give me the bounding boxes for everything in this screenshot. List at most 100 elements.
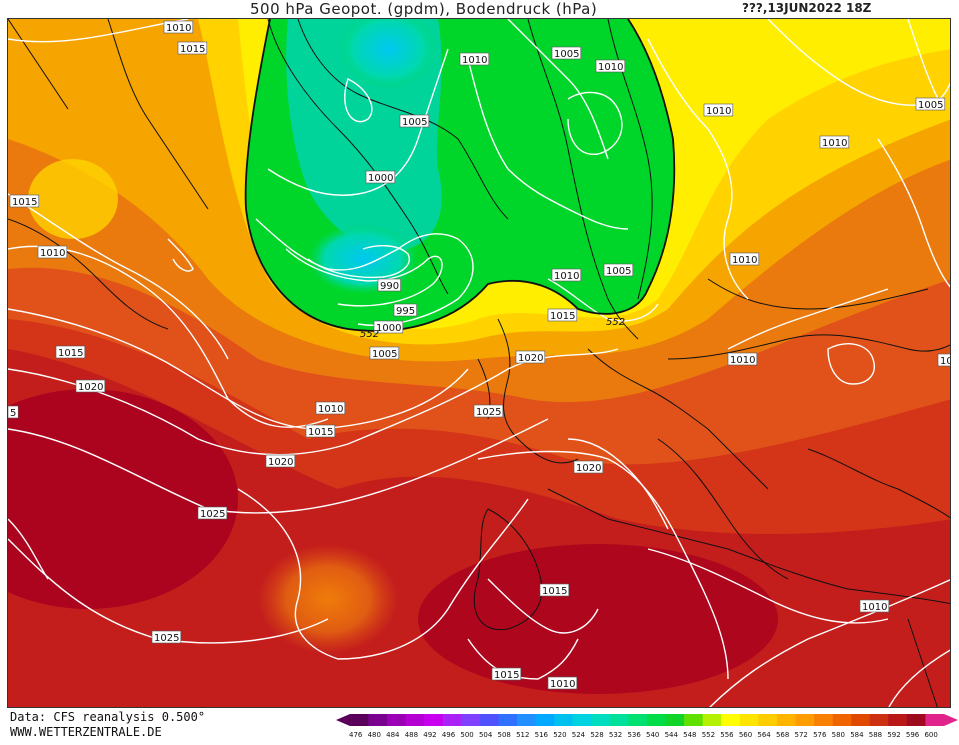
isobar-label: 1015 bbox=[491, 667, 522, 681]
scale-swatch bbox=[517, 714, 536, 726]
svg-text:1010: 1010 bbox=[462, 55, 487, 66]
isobar-label: 1010 bbox=[551, 268, 582, 282]
scale-swatch bbox=[832, 714, 852, 726]
isobar-label: 1015 bbox=[305, 424, 336, 438]
field-deep-red-africa bbox=[418, 544, 778, 694]
scale-arrow-right bbox=[944, 714, 958, 726]
scale-tick-label: 504 bbox=[479, 731, 493, 739]
scale-swatch bbox=[498, 714, 518, 726]
scale-tick-label: 536 bbox=[627, 731, 641, 739]
scale-tick-label: 532 bbox=[609, 731, 622, 739]
field-cyan-north bbox=[338, 19, 438, 89]
svg-text:1000: 1000 bbox=[368, 173, 393, 184]
svg-text:1005: 1005 bbox=[918, 100, 943, 111]
website-credit[interactable]: WWW.WETTERZENTRALE.DE bbox=[10, 725, 162, 739]
svg-text:1010: 1010 bbox=[554, 271, 579, 282]
scale-tick-label: 564 bbox=[757, 731, 771, 739]
isobar-label: 1000 bbox=[365, 170, 396, 184]
svg-text:1010: 1010 bbox=[732, 255, 757, 266]
scale-tick-label: 496 bbox=[442, 731, 456, 739]
scale-swatch bbox=[739, 714, 759, 726]
scale-swatch bbox=[535, 714, 555, 726]
svg-text:995: 995 bbox=[396, 306, 415, 317]
svg-text:1010: 1010 bbox=[706, 106, 731, 117]
scale-tick-label: 544 bbox=[665, 731, 679, 739]
isobar-label: 1005 bbox=[603, 263, 634, 277]
svg-text:1025: 1025 bbox=[154, 633, 179, 644]
scale-tick-label: 516 bbox=[535, 731, 549, 739]
scale-swatch bbox=[906, 714, 926, 726]
scale-tick-label: 560 bbox=[739, 731, 752, 739]
svg-text:5: 5 bbox=[10, 408, 16, 419]
isobar-label: 1005 bbox=[369, 346, 400, 360]
svg-text:1010: 1010 bbox=[318, 404, 343, 415]
contour-label: 552 bbox=[606, 317, 625, 328]
scale-tick-label: 524 bbox=[572, 731, 586, 739]
isobar-label: 1020 bbox=[515, 350, 546, 364]
scale-tick-label: 528 bbox=[590, 731, 603, 739]
scale-swatch bbox=[684, 714, 703, 726]
scale-tick-label: 484 bbox=[386, 731, 400, 739]
scale-tick-label: 540 bbox=[646, 731, 659, 739]
scale-tick-label: 508 bbox=[498, 731, 511, 739]
scale-tick-label: 548 bbox=[683, 731, 696, 739]
svg-text:1010: 1010 bbox=[730, 355, 755, 366]
isobar-label: 1025 bbox=[151, 630, 182, 644]
isobar-label: 1010 bbox=[727, 352, 758, 366]
color-scale-legend: 476 480 484 488 492 496 500 504 508 512 516 520 524 5… bbox=[336, 712, 958, 741]
svg-text:1010: 1010 bbox=[166, 23, 191, 34]
field-azores-high bbox=[258, 544, 398, 654]
field-cyan-low bbox=[308, 224, 418, 294]
scale-swatch bbox=[814, 714, 833, 726]
scale-swatch bbox=[888, 714, 908, 726]
isobar-label: 995 bbox=[393, 303, 417, 317]
svg-text:1015: 1015 bbox=[308, 427, 333, 438]
svg-text:1005: 1005 bbox=[606, 266, 631, 277]
scale-swatch bbox=[368, 714, 388, 726]
isobar-label: 1010 bbox=[37, 245, 68, 259]
field-warm-west bbox=[28, 159, 118, 239]
svg-text:1010: 1010 bbox=[40, 248, 65, 259]
isobar-label: 1005 bbox=[915, 97, 946, 111]
scale-tick-label: 488 bbox=[405, 731, 418, 739]
scale-swatch bbox=[665, 714, 685, 726]
scale-swatch bbox=[702, 714, 722, 726]
scale-tick-label: 500 bbox=[460, 731, 473, 739]
weather-map: 1010 1015 1015 1010 1015 1020 1010 1005 1010 1005… bbox=[7, 18, 951, 708]
isobar-label: 1015 bbox=[177, 41, 208, 55]
scale-swatch bbox=[442, 714, 462, 726]
scale-tick-label: 476 bbox=[349, 731, 363, 739]
scale-tick-label: 596 bbox=[906, 731, 920, 739]
svg-text:1025: 1025 bbox=[200, 509, 225, 520]
isobar-label: 1020 bbox=[75, 379, 106, 393]
isobar-label: 1015 bbox=[55, 345, 86, 359]
svg-text:1015: 1015 bbox=[494, 670, 519, 681]
svg-text:990: 990 bbox=[380, 281, 399, 292]
scale-tick-label: 552 bbox=[702, 731, 715, 739]
scale-tick-label: 576 bbox=[813, 731, 827, 739]
isobar-label: 1005 bbox=[551, 46, 582, 60]
isobar-label: 1015 bbox=[9, 194, 40, 208]
scale-swatch bbox=[776, 714, 796, 726]
scale-tick-label: 572 bbox=[795, 731, 808, 739]
isobar-label: 1020 bbox=[265, 454, 296, 468]
isobar-label: 1010 bbox=[547, 676, 578, 690]
scale-swatch bbox=[758, 714, 778, 726]
svg-text:1020: 1020 bbox=[78, 382, 103, 393]
scale-swatch bbox=[851, 714, 871, 726]
scale-swatch bbox=[795, 714, 815, 726]
scale-swatch bbox=[869, 714, 889, 726]
isobar-label: 1010 bbox=[315, 401, 346, 415]
isobar-label: 10 bbox=[937, 353, 950, 367]
contour-labels: 552 552 bbox=[360, 317, 625, 340]
scale-swatch bbox=[387, 714, 406, 726]
contour-552 bbox=[244, 19, 676, 332]
isobar-label: 1010 bbox=[859, 599, 890, 613]
isobar-label: 1015 bbox=[547, 308, 578, 322]
isobar-labels: 1010 1015 1015 1010 1015 1020 1010 1005 1010 1005… bbox=[8, 20, 950, 690]
scale-tick-label: 520 bbox=[553, 731, 566, 739]
scale-tick-label: 556 bbox=[720, 731, 734, 739]
scale-tick-label: 512 bbox=[516, 731, 529, 739]
svg-text:1025: 1025 bbox=[476, 407, 501, 418]
isobar-label: 1005 bbox=[399, 114, 430, 128]
